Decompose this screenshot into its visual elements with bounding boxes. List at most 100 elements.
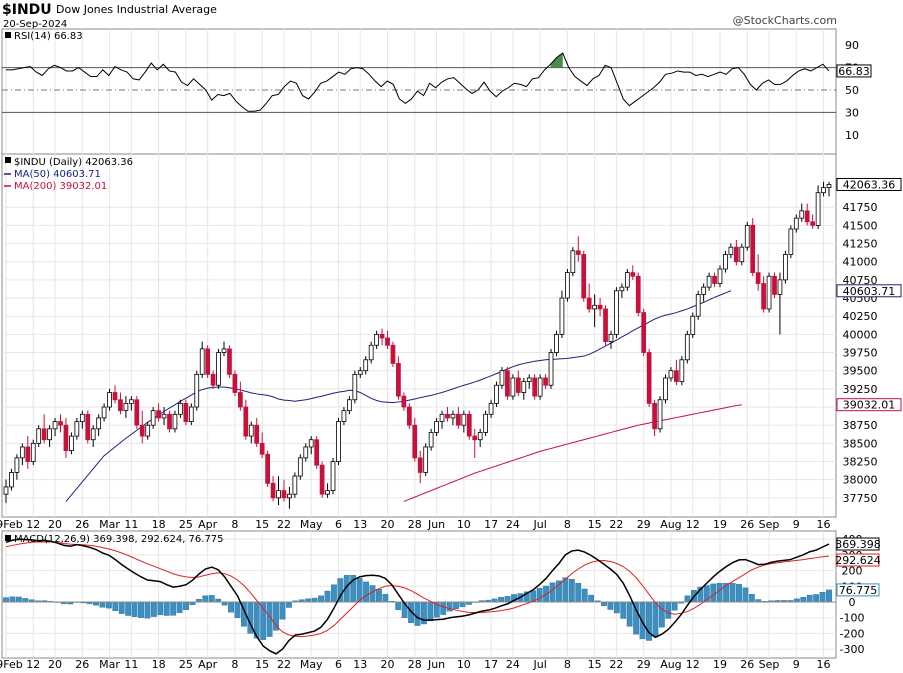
ma200-legend-text: MA(200) 39032.01 [14, 181, 107, 192]
macd-histogram-bar [613, 601, 620, 614]
candle-down [641, 312, 647, 353]
macd-histogram-bar [742, 587, 749, 603]
candle-up [668, 370, 674, 379]
candle-up [3, 486, 9, 495]
candle-down [385, 337, 390, 346]
macd-y-tick-label: -300 [840, 643, 865, 656]
candle-down [472, 435, 478, 441]
candle-down [810, 221, 816, 226]
price-current-value-box [836, 177, 902, 191]
macd-x-tick-label: 22 [609, 658, 623, 671]
candle-up [352, 373, 358, 401]
macd-histogram-bar [9, 596, 16, 603]
price-x-tick-label: 15 [588, 518, 602, 531]
candle-down [652, 402, 657, 430]
macd-histogram-bar [22, 598, 29, 603]
candle-down [210, 373, 216, 386]
candle-up [216, 352, 221, 386]
candle-up [788, 228, 794, 255]
macd-histogram-bar [228, 601, 234, 613]
macd-signal-line [5, 541, 830, 638]
macd-x-tick-label: 22 [277, 658, 291, 671]
candle-up [488, 402, 494, 415]
macd-x-tick-label: 28 [408, 658, 422, 671]
macd-histogram-bar [601, 601, 607, 606]
price-y-tick-label: 38750 [843, 419, 878, 432]
price-y-tick-label: 39500 [843, 365, 878, 378]
candle-down [646, 352, 652, 404]
candle-up [30, 442, 36, 462]
ma200-current-value: 39032.01 [843, 399, 896, 412]
macd-y-tick-label: 200 [842, 565, 863, 578]
macd-x-tick-label: May [300, 658, 323, 671]
price-layer [3, 181, 832, 509]
candle-up [368, 344, 374, 361]
candle-down [575, 250, 581, 255]
price-legend-text: $INDU (Daily) 42063.36 [14, 157, 133, 168]
macd-histogram-bar [671, 601, 678, 611]
candle-down [456, 413, 461, 426]
candle-down [58, 421, 63, 426]
macd-y-tick-label: -100 [840, 612, 865, 625]
candle-up [336, 421, 341, 462]
macd-histogram-bar [607, 601, 614, 610]
price-x-tick-label: May [300, 518, 323, 531]
macd-x-tick-label: 10 [457, 658, 471, 671]
candle-up [548, 352, 554, 386]
rsi-line [6, 52, 830, 112]
price-x-tick-label: 16 [817, 518, 831, 531]
candle-up [695, 294, 701, 317]
macd-histogram-bar [369, 585, 376, 603]
macd-histogram-bar [620, 601, 627, 619]
candle-up [723, 254, 728, 270]
price-x-tick-label: 10 [457, 518, 471, 531]
candle-up [619, 286, 625, 292]
candle-up [347, 399, 352, 412]
candle-up [434, 421, 439, 433]
candle-up [248, 424, 254, 437]
macd-x-tick-label: Sep [759, 658, 780, 671]
candle-down [532, 377, 538, 397]
macd-x-tick-label: 6 [335, 658, 342, 671]
macd-x-tick-label: 15 [255, 658, 269, 671]
macd-histogram-bar [318, 595, 324, 603]
macd-histogram-bar [581, 588, 588, 603]
macd-histogram-bar [286, 601, 292, 608]
candle-up [161, 413, 167, 419]
candle-up [483, 413, 488, 433]
candle-up [777, 279, 783, 295]
index-name: Dow Jones Industrial Average [56, 3, 217, 16]
macd-histogram-bar [99, 601, 106, 608]
macd-histogram-bar [163, 601, 170, 616]
macd-histogram-bar [331, 584, 337, 603]
macd-legend: MACD(12,26,9) 369.398, 292.624, 76.775 [5, 534, 224, 545]
candle-down [755, 272, 761, 284]
macd-current-value-box [836, 537, 880, 551]
candle-up [52, 421, 58, 430]
price-x-tick-label: Sep [759, 518, 780, 531]
macd-current-value: 369.398 [835, 538, 881, 551]
macd-histogram-bar [453, 601, 459, 609]
macd-histogram-bar [819, 592, 826, 603]
price-x-tick-label: 22 [609, 518, 623, 531]
macd-histogram-bar [183, 601, 189, 611]
macd-x-tick-label: 8 [564, 658, 571, 671]
price-x-tick-label: Jun [427, 518, 445, 531]
candle-up [614, 290, 619, 335]
candle-up [793, 217, 799, 230]
macd-layer [2, 538, 836, 655]
candle-up [717, 268, 723, 284]
price-y-tick-label: 38000 [843, 474, 878, 487]
macd-histogram-bar [395, 601, 402, 611]
macd-histogram-bar [556, 580, 562, 603]
candle-up [14, 457, 20, 473]
price-panel [1, 153, 837, 518]
macd-histogram-bar [176, 601, 183, 613]
macd-x-tick-label: 24 [506, 658, 520, 671]
candle-down [761, 283, 766, 310]
macd-histogram-bar [15, 596, 22, 603]
candle-down [265, 453, 270, 484]
price-y-tick-label: 38500 [843, 437, 878, 450]
candle-down [445, 413, 450, 419]
